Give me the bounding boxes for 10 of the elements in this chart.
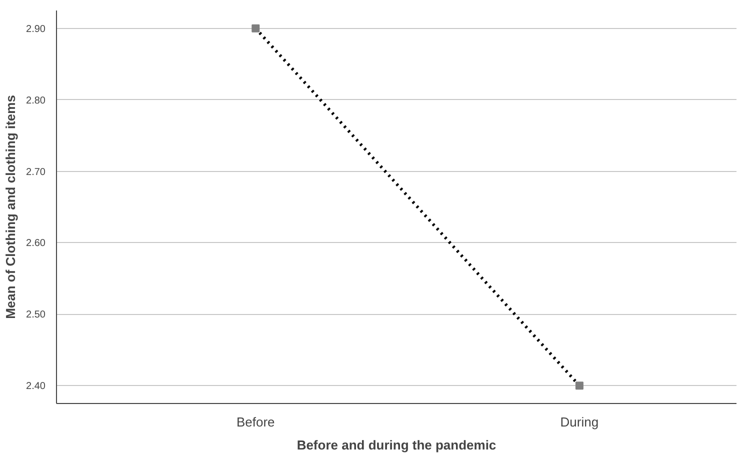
y-tick-label: 2.90	[26, 24, 46, 35]
y-tick-label: 2.60	[26, 238, 46, 250]
y-tick-label: 2.40	[26, 381, 46, 392]
y-tick-label: 2.70	[26, 166, 46, 178]
x-tick-label: During	[560, 414, 599, 430]
y-tick-label: 2.80	[26, 95, 46, 106]
y-tick-label: 2.50	[26, 310, 46, 321]
x-tick-label: Before	[236, 414, 275, 430]
x-axis-title: Before and during the pandemic	[296, 438, 496, 452]
y-axis-title: Mean of Clothing and clothing items	[3, 95, 18, 319]
